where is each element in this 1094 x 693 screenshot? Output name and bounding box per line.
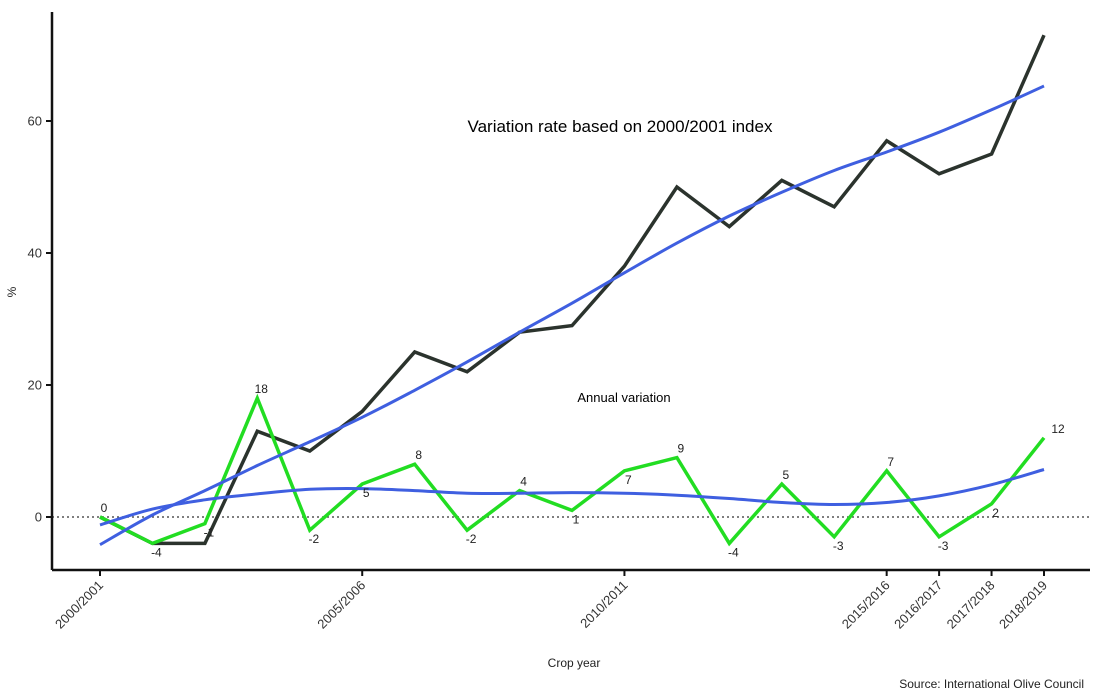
annual-series-line xyxy=(99,393,1046,547)
annual-data-label: 18 xyxy=(255,382,269,396)
y-axis-title: % xyxy=(5,286,19,297)
x-tick-label: 2015/2016 xyxy=(839,578,893,632)
annotation-index-series: Variation rate based on 2000/2001 index xyxy=(468,117,773,136)
x-tick-label: 2017/2018 xyxy=(944,578,998,632)
annotation-annual-series: Annual variation xyxy=(577,390,670,405)
x-tick-label: 2016/2017 xyxy=(891,578,945,632)
data-labels-layer: 0 -4 -1 18 -2 5 8 -2 4 1 7 9 -4 5 -3 7 -3 2 12 xyxy=(101,382,1065,559)
annual-data-label: 2 xyxy=(992,506,999,520)
annual-data-label: 5 xyxy=(782,468,789,482)
annual-data-label: -2 xyxy=(308,532,319,546)
x-tick-label: 2005/2006 xyxy=(314,578,368,632)
annual-data-label: 7 xyxy=(887,455,894,469)
y-tick-label: 20 xyxy=(28,378,42,393)
x-tick-label: 2018/2019 xyxy=(996,578,1050,632)
annual-data-label: 5 xyxy=(363,486,370,500)
annual-data-label: -3 xyxy=(938,539,949,553)
x-tick-label: 2010/2011 xyxy=(577,578,630,631)
y-tick-label: 40 xyxy=(28,246,42,261)
annual-data-label: 0 xyxy=(101,501,108,515)
annual-data-label: 1 xyxy=(573,512,580,526)
y-tick-label: 60 xyxy=(28,114,42,129)
index-series-line xyxy=(99,34,1046,546)
series-lines-layer xyxy=(99,34,1046,547)
annual-data-label: -4 xyxy=(728,545,739,559)
annual-data-label: -4 xyxy=(151,545,162,559)
x-axis-title: Crop year xyxy=(548,656,601,670)
y-tick-label: 0 xyxy=(35,510,42,525)
annual-data-label: -1 xyxy=(204,526,215,540)
x-tick-label: 2000/2001 xyxy=(52,578,106,632)
annual-data-label: 7 xyxy=(625,473,632,487)
trend-lines-layer xyxy=(99,84,1045,547)
index-trend-line xyxy=(99,84,1045,547)
axes-layer xyxy=(50,12,1090,572)
annual-data-label: 4 xyxy=(520,475,527,489)
annual-data-label: 8 xyxy=(415,448,422,462)
annual-data-label: 12 xyxy=(1051,422,1065,436)
annual-trend-line xyxy=(99,468,1045,527)
annual-data-label: -3 xyxy=(833,539,844,553)
annual-data-label: -2 xyxy=(466,532,477,546)
source-note: Source: International Olive Council xyxy=(899,677,1084,691)
annual-data-label: 9 xyxy=(678,442,685,456)
